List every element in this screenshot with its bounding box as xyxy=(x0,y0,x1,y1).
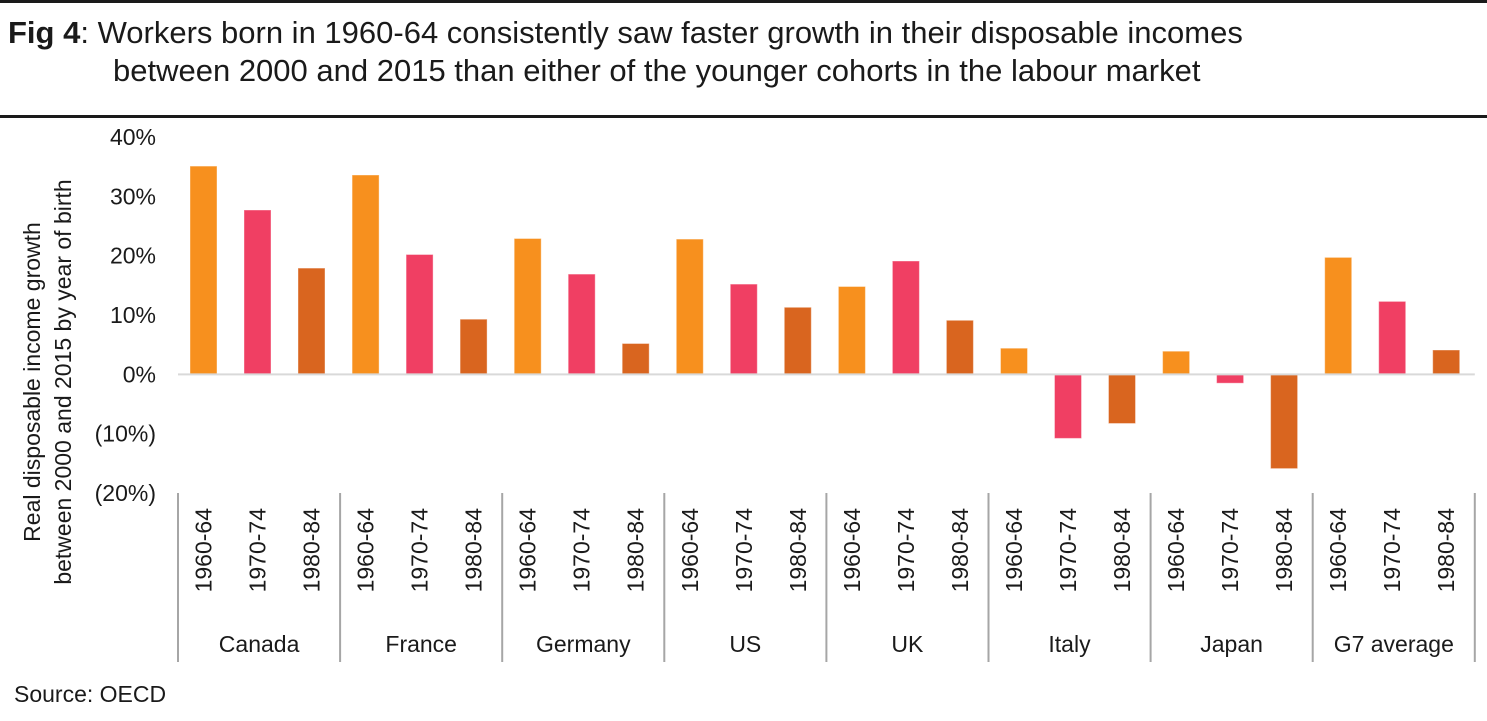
bar-france-1980-84 xyxy=(459,318,488,375)
group-label: UK xyxy=(891,631,924,657)
x-tick-label: 1980-84 xyxy=(785,508,811,593)
bar-us-1970-74 xyxy=(729,283,758,375)
bar-italy-1980-84 xyxy=(1108,373,1136,424)
x-tick-label: 1980-84 xyxy=(947,508,973,593)
group-label: Italy xyxy=(1048,631,1091,657)
source-note: Source: OECD xyxy=(14,681,167,707)
bar-uk-1980-84 xyxy=(945,319,974,375)
x-tick-label: 1960-64 xyxy=(677,508,703,593)
x-tick-label: 1970-74 xyxy=(245,508,271,593)
x-tick-label: 1960-64 xyxy=(353,508,379,593)
title-colon: : xyxy=(80,15,98,50)
y-tick-label: (10%) xyxy=(95,421,156,447)
y-tick-label: 10% xyxy=(110,302,156,328)
bar-canada-1980-84 xyxy=(297,267,326,375)
bar-g7-average-1980-84 xyxy=(1432,349,1461,375)
title-line-1: Fig 4: Workers born in 1960-64 consisten… xyxy=(8,14,1478,52)
y-axis-label-line: Real disposable income growth xyxy=(19,222,45,542)
x-tick-label: 1960-64 xyxy=(839,508,865,593)
x-tick-label: 1960-64 xyxy=(191,508,217,593)
title-line-2: between 2000 and 2015 than either of the… xyxy=(113,53,1201,88)
x-tick-label: 1970-74 xyxy=(407,508,433,593)
x-tick-label: 1980-84 xyxy=(461,508,487,593)
bar-uk-1970-74 xyxy=(891,260,920,375)
group-label: Japan xyxy=(1200,631,1263,657)
x-axis: 1960-64 1970-74 1980-84 Canada 1960-64 1970-7… xyxy=(177,493,1476,662)
bar-g7-average-1960-64 xyxy=(1324,256,1353,375)
bar-france-1970-74 xyxy=(405,254,434,375)
x-tick-label: 1970-74 xyxy=(1379,508,1405,593)
y-tick-label: 30% xyxy=(110,183,156,209)
bar-g7-average-1970-74 xyxy=(1378,300,1407,375)
y-axis-ticks: 40% 30% 20% 10% 0% (10%) (20%) xyxy=(95,124,156,506)
bar-japan-1980-84 xyxy=(1270,373,1299,470)
group-label: Canada xyxy=(219,631,300,657)
bar-germany-1980-84 xyxy=(621,343,650,375)
group-label: France xyxy=(385,631,457,657)
top-rule xyxy=(0,0,1487,3)
title-rule xyxy=(0,115,1487,118)
x-tick-label: 1980-84 xyxy=(1271,508,1297,593)
y-tick-label: (20%) xyxy=(95,480,156,506)
x-tick-label: 1970-74 xyxy=(1055,508,1081,593)
bar-japan-1960-64 xyxy=(1162,350,1191,375)
x-tick-label: 1970-74 xyxy=(569,508,595,593)
x-tick-label: 1960-64 xyxy=(515,508,541,593)
figure-number: Fig 4 xyxy=(8,15,81,50)
x-tick-label: 1980-84 xyxy=(623,508,649,593)
bar-canada-1970-74 xyxy=(243,209,272,375)
x-tick-label: 1960-64 xyxy=(1001,508,1027,593)
group-label: G7 average xyxy=(1334,631,1454,657)
bar-germany-1960-64 xyxy=(513,238,542,375)
x-tick-label: 1960-64 xyxy=(1163,508,1189,593)
title-text-1: Workers born in 1960-64 consistently saw… xyxy=(97,15,1243,50)
y-tick-label: 20% xyxy=(110,243,156,269)
bar-france-1960-64 xyxy=(351,174,380,375)
bar-us-1960-64 xyxy=(675,238,704,375)
x-tick-label: 1980-84 xyxy=(1433,508,1459,593)
bar-germany-1970-74 xyxy=(567,273,596,375)
bar-canada-1960-64 xyxy=(189,165,218,375)
group-label: US xyxy=(729,631,761,657)
x-tick-label: 1980-84 xyxy=(1109,508,1135,593)
bar-us-1980-84 xyxy=(783,306,812,375)
bar-italy-1960-64 xyxy=(1000,347,1028,375)
bar-italy-1970-74 xyxy=(1054,373,1082,439)
x-tick-label: 1980-84 xyxy=(299,508,325,593)
bars xyxy=(189,165,1461,470)
x-tick-label: 1970-74 xyxy=(731,508,757,593)
x-tick-label: 1970-74 xyxy=(1217,508,1243,593)
y-axis-label-line: between 2000 and 2015 by year of birth xyxy=(50,179,76,584)
bar-japan-1970-74 xyxy=(1216,373,1245,384)
group-label: Germany xyxy=(536,631,631,657)
bar-uk-1960-64 xyxy=(837,286,866,375)
x-tick-label: 1970-74 xyxy=(893,508,919,593)
y-tick-label: 0% xyxy=(123,361,156,387)
x-tick-label: 1960-64 xyxy=(1325,508,1351,593)
y-tick-label: 40% xyxy=(110,124,156,150)
figure-title: Fig 4: Workers born in 1960-64 consisten… xyxy=(8,14,1478,90)
y-axis-label: Real disposable income growth between 200… xyxy=(19,179,76,584)
